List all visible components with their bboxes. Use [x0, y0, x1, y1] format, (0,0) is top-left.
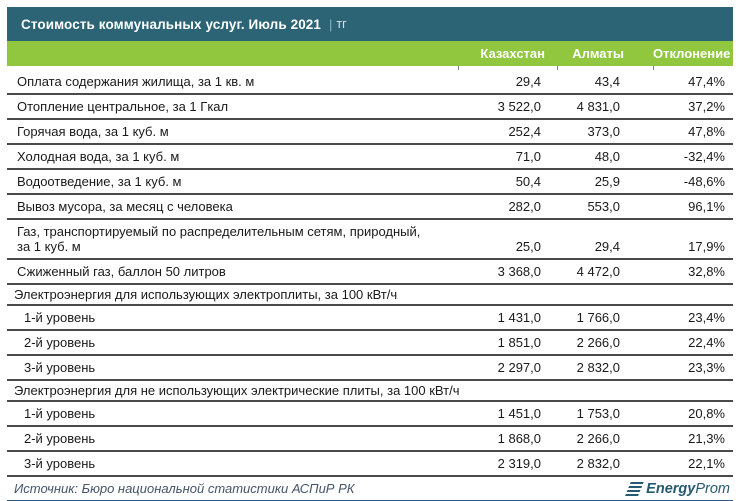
table-row: Сжиженный газ, баллон 50 литров 3 368,0 4 …: [7, 259, 733, 285]
row-label: 1-й уровень: [7, 305, 458, 331]
kazakhstan-value: 25,0: [458, 219, 557, 260]
section-label: Электроэнергия для не использующих элект…: [7, 380, 733, 402]
row-label: Сжиженный газ, баллон 50 литров: [7, 259, 458, 285]
column-tick: [652, 66, 733, 70]
row-label: 3-й уровень: [7, 355, 458, 381]
deviation-value: 20,8%: [653, 401, 733, 427]
deviation-value: -32,4%: [653, 144, 733, 170]
deviation-value: 47,4%: [653, 70, 733, 95]
kazakhstan-value: 29,4: [458, 70, 557, 95]
section-row: Электроэнергия для использующих электроп…: [7, 284, 733, 306]
column-tick: [556, 66, 653, 70]
section-label: Электроэнергия для использующих электроп…: [7, 284, 733, 306]
deviation-value: 22,4%: [653, 330, 733, 356]
header-almaty: Алматы: [557, 41, 653, 66]
deviation-value: 23,3%: [653, 355, 733, 381]
row-label: Вывоз мусора, за месяц с человека: [7, 194, 458, 220]
table-row: 1-й уровень 1 431,0 1 766,0 23,4%: [7, 305, 733, 331]
kazakhstan-value: 2 297,0: [458, 355, 557, 381]
table-row: Отопление центральное, за 1 Гкал 3 522,0 4…: [7, 94, 733, 120]
kazakhstan-value: 1 851,0: [458, 330, 557, 356]
energyprom-logo: Energy Prom: [625, 480, 733, 498]
almaty-value: 1 766,0: [557, 305, 653, 331]
row-label: Оплата содержания жилища, за 1 кв. м: [7, 70, 458, 95]
almaty-value: 2 266,0: [557, 330, 653, 356]
section-row: Электроэнергия для не использующих элект…: [7, 380, 733, 402]
almaty-value: 48,0: [557, 144, 653, 170]
deviation-value: 96,1%: [653, 194, 733, 220]
kazakhstan-value: 3 368,0: [458, 259, 557, 285]
kazakhstan-value: 3 522,0: [458, 94, 557, 120]
table-row: 2-й уровень 1 851,0 2 266,0 22,4%: [7, 330, 733, 356]
row-label: 2-й уровень: [7, 426, 458, 452]
page-title: Стоимость коммунальных услуг. Июль 2021: [21, 16, 322, 32]
logo-text-bold: Energy: [646, 480, 696, 497]
utility-costs-table: Казахстан Алматы Отклонение Оплата содер…: [7, 41, 733, 477]
row-label: Холодная вода, за 1 куб. м: [7, 144, 458, 170]
table-header-row: Казахстан Алматы Отклонение: [7, 41, 733, 66]
row-label: Водоотведение, за 1 куб. м: [7, 169, 458, 195]
source-note: Источник: Бюро национальной статистики А…: [14, 481, 355, 496]
deviation-value: 23,4%: [653, 305, 733, 331]
deviation-value: -48,6%: [653, 169, 733, 195]
kazakhstan-value: 252,4: [458, 119, 557, 145]
row-label: Горячая вода, за 1 куб. м: [7, 119, 458, 145]
almaty-value: 2 832,0: [557, 451, 653, 477]
table-row: Вывоз мусора, за месяц с человека 282,0 55…: [7, 194, 733, 220]
table-body: Оплата содержания жилища, за 1 кв. м 29,4…: [7, 70, 733, 477]
table-row: Оплата содержания жилища, за 1 кв. м 29,4…: [7, 70, 733, 95]
deviation-value: 32,8%: [653, 259, 733, 285]
footer: Источник: Бюро национальной статистики А…: [7, 477, 733, 500]
almaty-value: 1 753,0: [557, 401, 653, 427]
deviation-value: 21,3%: [653, 426, 733, 452]
almaty-value: 373,0: [557, 119, 653, 145]
header-kazakhstan: Казахстан: [458, 41, 557, 66]
almaty-value: 4 831,0: [557, 94, 653, 120]
header-empty-cell: [7, 41, 458, 66]
kazakhstan-value: 1 431,0: [458, 305, 557, 331]
kazakhstan-value: 71,0: [458, 144, 557, 170]
deviation-value: 22,1%: [653, 451, 733, 477]
table-row: 2-й уровень 1 868,0 2 266,0 21,3%: [7, 426, 733, 452]
table-row: Водоотведение, за 1 куб. м 50,4 25,9 -48,6%: [7, 169, 733, 195]
almaty-value: 2 832,0: [557, 355, 653, 381]
deviation-value: 17,9%: [653, 219, 733, 260]
kazakhstan-value: 282,0: [458, 194, 557, 220]
logo-text-regular: Prom: [695, 480, 730, 497]
table-row: 3-й уровень 2 297,0 2 832,0 23,3%: [7, 355, 733, 381]
table-row: Холодная вода, за 1 куб. м 71,0 48,0 -32,4%: [7, 144, 733, 170]
row-label: Газ, транспортируемый по распределительн…: [7, 219, 458, 260]
almaty-value: 2 266,0: [557, 426, 653, 452]
header-deviation: Отклонение: [653, 41, 733, 66]
title-unit: тг: [336, 17, 347, 31]
kazakhstan-value: 1 451,0: [458, 401, 557, 427]
row-label: 1-й уровень: [7, 401, 458, 427]
title-separator: |: [329, 16, 333, 32]
energyprom-stripes-icon: [625, 480, 645, 498]
almaty-value: 4 472,0: [557, 259, 653, 285]
table-row: 1-й уровень 1 451,0 1 753,0 20,8%: [7, 401, 733, 427]
table-row: 3-й уровень 2 319,0 2 832,0 22,1%: [7, 451, 733, 477]
almaty-value: 43,4: [557, 70, 653, 95]
almaty-value: 553,0: [557, 194, 653, 220]
row-label: 3-й уровень: [7, 451, 458, 477]
almaty-value: 25,9: [557, 169, 653, 195]
kazakhstan-value: 2 319,0: [458, 451, 557, 477]
row-label: 2-й уровень: [7, 330, 458, 356]
deviation-value: 37,2%: [653, 94, 733, 120]
deviation-value: 47,8%: [653, 119, 733, 145]
title-bar: Стоимость коммунальных услуг. Июль 2021 …: [7, 7, 733, 41]
kazakhstan-value: 50,4: [458, 169, 557, 195]
row-label: Отопление центральное, за 1 Гкал: [7, 94, 458, 120]
table-row: Горячая вода, за 1 куб. м 252,4 373,0 47,8%: [7, 119, 733, 145]
header-column-ticks: [7, 66, 733, 70]
column-tick: [457, 66, 557, 70]
almaty-value: 29,4: [557, 219, 653, 260]
kazakhstan-value: 1 868,0: [458, 426, 557, 452]
table-row: Газ, транспортируемый по распределительн…: [7, 219, 733, 260]
